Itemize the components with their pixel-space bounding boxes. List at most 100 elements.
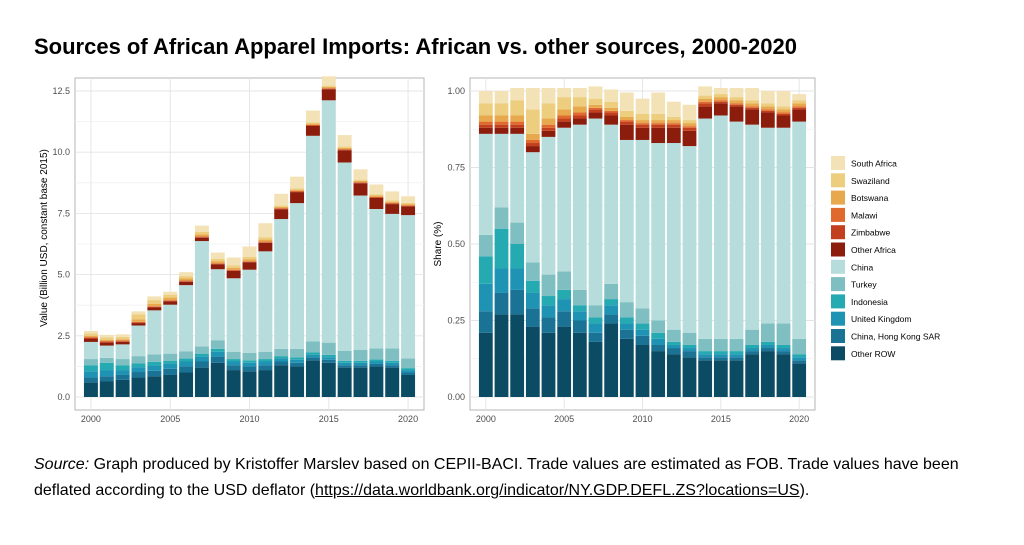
share-chart-bar-south-africa	[478, 91, 493, 104]
share-chart-bar-other-row	[682, 357, 697, 397]
share-chart-xtick-label: 2010	[632, 414, 652, 424]
value-chart-bar-turkey	[115, 359, 130, 366]
value-chart-bar-indonesia	[99, 362, 114, 371]
share-chart-bar-indonesia	[713, 351, 728, 355]
share-chart-bar-turkey	[651, 320, 666, 333]
legend-swatch	[831, 173, 845, 188]
value-chart-bar-turkey	[305, 341, 320, 353]
share-chart-bar-other-row	[478, 332, 493, 397]
legend-label: Other ROW	[851, 349, 895, 359]
value-chart-bar-other-row	[179, 372, 194, 397]
share-chart-bar-other-row	[792, 363, 807, 397]
share-chart-bar-china	[619, 139, 634, 303]
value-chart-bar-china-hong-kong-sar	[242, 366, 257, 372]
share-chart-bar-china	[729, 121, 744, 339]
share-chart-bar-united-kingdom	[619, 323, 634, 330]
share-chart-bar-other-row	[713, 360, 728, 397]
value-chart: 0.0 2.5 5.0 7.5 10.0 12.5 2000 2005 2010 2015 2020…	[39, 76, 425, 424]
value-chart-bar-malawi	[242, 261, 257, 262]
legend-swatch	[831, 346, 845, 361]
share-chart-bar-swaziland	[792, 100, 807, 104]
share-chart-bar-united-kingdom	[588, 323, 603, 333]
share-chart: 0.00 0.25 0.50 0.75 1.00 2000 2005 2010 2015 2020…	[433, 77, 816, 424]
value-chart-bar-other-africa	[258, 242, 273, 252]
legend-label: China, Hong Kong SAR	[851, 332, 940, 342]
share-chart-bar-malawi	[666, 123, 681, 125]
share-chart-bar-china	[525, 152, 540, 263]
value-chart-bar-china	[115, 344, 130, 360]
value-chart-bar-botswana	[179, 278, 194, 281]
value-chart-bar-other-row	[83, 382, 98, 397]
value-chart-bar-zimbabwe	[99, 341, 114, 343]
value-chart-bar-united-kingdom	[226, 361, 241, 366]
source-link[interactable]: https://data.worldbank.org/indicator/NY.…	[315, 482, 800, 499]
share-chart-bar-swaziland	[745, 100, 760, 104]
share-chart-bar-turkey	[729, 338, 744, 352]
share-chart-bar-malawi	[713, 100, 728, 102]
share-chart-bar-other-row	[494, 314, 509, 397]
value-chart-bar-other-africa	[305, 126, 320, 136]
value-chart-bar-turkey	[369, 348, 384, 360]
legend-swatch	[831, 207, 845, 222]
share-chart-bar-other-africa	[604, 115, 619, 125]
value-chart-bar-united-kingdom	[305, 354, 320, 358]
share-chart-bar-other-row	[572, 332, 587, 397]
value-chart-bar-botswana	[210, 261, 225, 264]
share-chart-bar-indonesia	[494, 228, 509, 269]
share-chart-bar-other-africa	[682, 130, 697, 147]
share-chart-bar-swaziland	[510, 100, 525, 116]
value-chart-bar-south-africa	[321, 76, 336, 86]
share-chart-bar-turkey	[698, 338, 713, 352]
value-chart-bar-china-hong-kong-sar	[385, 365, 400, 368]
value-chart-xtick-label: 2015	[319, 414, 339, 424]
share-chart-bar-china	[776, 127, 791, 324]
value-chart-bar-other-row	[290, 366, 305, 397]
value-chart-bar-china	[147, 310, 162, 355]
share-chart-bar-turkey	[792, 338, 807, 355]
share-chart-bar-swaziland	[494, 103, 509, 116]
legend-label: Malawi	[851, 210, 878, 220]
legend-label: Zimbabwe	[851, 228, 890, 238]
value-chart-bar-china	[369, 208, 384, 349]
legend-swatch	[831, 190, 845, 205]
share-chart-bar-turkey	[572, 289, 587, 306]
value-chart-bar-south-africa	[305, 110, 320, 123]
value-chart-xtick-label: 2020	[398, 414, 418, 424]
value-chart-bar-china	[258, 251, 273, 352]
share-chart-bar-other-africa	[745, 109, 760, 125]
value-chart-bar-indonesia	[131, 363, 146, 368]
value-chart-bar-south-africa	[163, 291, 178, 295]
value-chart-bar-china	[226, 278, 241, 352]
share-chart-bar-swaziland	[729, 97, 744, 101]
share-chart-bar-malawi	[698, 101, 713, 104]
share-chart-bar-other-row	[557, 326, 572, 397]
value-chart-bar-turkey	[210, 340, 225, 349]
value-chart-bar-other-africa	[353, 183, 368, 196]
share-chart-bar-china-hong-kong-sar	[588, 332, 603, 342]
share-chart-bar-indonesia	[541, 296, 556, 306]
share-chart-bar-swaziland	[666, 117, 681, 121]
value-chart-bar-south-africa	[258, 223, 273, 238]
value-chart-bar-china-hong-kong-sar	[337, 365, 352, 368]
share-chart-bar-china-hong-kong-sar	[651, 344, 666, 352]
share-chart-bar-indonesia	[745, 344, 760, 349]
value-chart-bar-china-hong-kong-sar	[226, 365, 241, 371]
share-chart-bar-south-africa	[792, 94, 807, 101]
share-chart-bar-united-kingdom	[776, 348, 791, 352]
value-chart-bar-botswana	[369, 195, 384, 197]
share-chart-bar-botswana	[713, 97, 728, 101]
value-chart-bar-swaziland	[321, 85, 336, 87]
share-chart-bar-united-kingdom	[713, 354, 728, 358]
share-chart-bar-zimbabwe	[776, 113, 791, 116]
value-chart-ytick-label: 10.0	[52, 147, 70, 157]
share-chart-bar-united-kingdom	[478, 283, 493, 312]
value-chart-bar-other-row	[353, 367, 368, 397]
share-chart-bar-turkey	[619, 302, 634, 318]
value-chart-bar-turkey	[385, 348, 400, 361]
share-chart-bar-turkey	[776, 323, 791, 345]
share-chart-bar-china	[745, 124, 760, 330]
value-chart-bar-south-africa	[83, 330, 98, 334]
value-chart-bar-indonesia	[385, 360, 400, 363]
share-chart-bar-zimbabwe	[494, 124, 509, 128]
source-tail: ).	[799, 482, 810, 499]
